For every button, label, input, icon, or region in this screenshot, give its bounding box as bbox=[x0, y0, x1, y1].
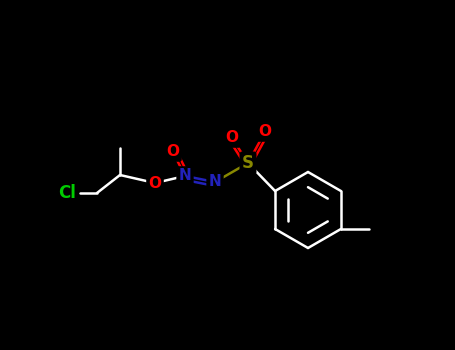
Text: S: S bbox=[242, 154, 254, 172]
Text: O: O bbox=[167, 145, 180, 160]
Text: O: O bbox=[258, 125, 272, 140]
Text: N: N bbox=[209, 175, 222, 189]
Text: Cl: Cl bbox=[58, 184, 76, 202]
Text: N: N bbox=[179, 168, 192, 183]
Text: O: O bbox=[148, 175, 162, 190]
Text: O: O bbox=[226, 131, 238, 146]
